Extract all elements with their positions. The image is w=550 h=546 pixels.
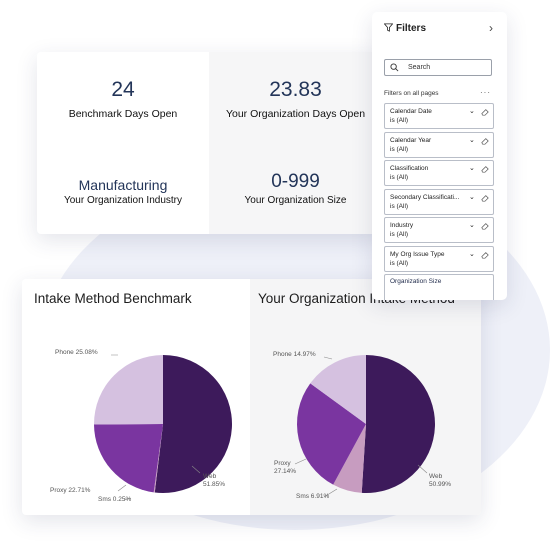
filter-name: Classification — [390, 165, 429, 173]
filter-name: Organization Size — [390, 278, 442, 285]
eraser-icon[interactable] — [481, 108, 489, 118]
pie-slice-proxy[interactable] — [94, 424, 163, 493]
leader-line — [123, 497, 132, 501]
chevron-down-icon[interactable]: ⌄ — [469, 108, 475, 115]
data-label-sms: Sms 6.91% — [296, 493, 329, 500]
kpi-label: Benchmark Days Open — [68, 108, 178, 120]
chevron-down-icon[interactable]: ⌄ — [469, 222, 475, 230]
filter-name: Secondary Classificati... — [390, 193, 460, 201]
pie-slice-proxy[interactable] — [297, 383, 366, 485]
chevron-down-icon[interactable]: ⌄ — [469, 193, 475, 201]
filter-state: is (All) — [390, 260, 409, 267]
leader-line — [294, 458, 307, 465]
kpi-org-days-open: 23.83 Your Organization Days Open — [209, 52, 382, 143]
eraser-icon[interactable] — [481, 165, 489, 175]
filter-card[interactable]: Classification is (All) ⌄ — [384, 160, 494, 187]
data-label-phone: Phone 25.08% — [55, 349, 98, 356]
filter-state: is (All) — [390, 174, 409, 182]
filters-pane: Filters › Search Filters on all pages ··… — [372, 12, 507, 300]
pie-slice-web[interactable] — [361, 355, 435, 493]
filter-state: is (All) — [390, 202, 409, 210]
filter-card[interactable]: Calendar Year is (All) ⌄ — [384, 131, 494, 158]
leader-line — [191, 465, 201, 474]
pie-slice-phone[interactable] — [310, 355, 366, 424]
collapse-chevron-icon[interactable]: › — [489, 21, 493, 35]
kpi-card: 24 Benchmark Days Open 23.83 Your Organi… — [37, 52, 382, 234]
leader-line — [417, 464, 428, 474]
kpi-label: Your Organization Industry — [63, 195, 183, 206]
filter-card[interactable]: My Org Issue Type is (All) ⌄ — [384, 246, 494, 272]
data-label-phone: Phone 14.97% — [273, 351, 316, 358]
kpi-value: 0-999 — [271, 171, 320, 192]
data-label-proxy: Proxy 22.71% — [50, 487, 91, 494]
filters-header: Filters — [383, 23, 427, 34]
search-placeholder: Search — [408, 64, 431, 71]
data-label-web: Web 50.99% — [429, 473, 451, 488]
kpi-value: 23.83 — [269, 78, 322, 101]
filter-state: is (All) — [390, 145, 409, 153]
filter-name: My Org Issue Type — [390, 251, 445, 258]
chevron-down-icon[interactable]: ⌄ — [469, 251, 475, 258]
chevron-down-icon[interactable]: ⌄ — [469, 165, 475, 173]
kpi-value: Manufacturing — [78, 177, 168, 193]
chevron-down-icon[interactable]: ⌄ — [469, 136, 475, 144]
chart-title-benchmark: Intake Method Benchmark — [34, 291, 192, 306]
eraser-icon[interactable] — [481, 251, 489, 261]
kpi-benchmark-days-open: 24 Benchmark Days Open — [37, 52, 209, 143]
data-label-web: Web 51.85% — [203, 473, 225, 488]
filter-state: is (All) — [390, 117, 409, 124]
search-icon — [390, 63, 399, 72]
filter-card[interactable]: Industry is (All) ⌄ — [384, 217, 494, 244]
pie-slice-phone[interactable] — [94, 355, 163, 425]
leader-line — [323, 488, 338, 498]
filter-name: Calendar Date — [390, 108, 432, 115]
eraser-icon[interactable] — [481, 222, 489, 232]
filter-card[interactable]: Organization Size — [384, 274, 494, 300]
filter-name: Industry — [390, 222, 414, 230]
eraser-icon[interactable] — [481, 137, 489, 147]
filter-icon — [383, 23, 394, 32]
eraser-icon[interactable] — [481, 194, 489, 204]
filter-state: is (All) — [390, 231, 409, 239]
more-options-icon[interactable]: ··· — [480, 88, 491, 97]
filter-card[interactable]: Calendar Date is (All) ⌄ — [384, 103, 494, 129]
data-label-proxy: Proxy 27.14% — [274, 460, 296, 475]
pie-charts: Web 51.85% Sms 0.25% Proxy 22.71% Phone 25.0… — [50, 349, 451, 503]
leader-line — [323, 356, 333, 360]
data-label-sms: Sms 0.25% — [98, 496, 131, 503]
kpi-label: Your Organization Days Open — [225, 108, 366, 120]
filters-title: Filters — [396, 23, 427, 34]
pie-slice-sms[interactable] — [333, 424, 366, 493]
kpi-org-size: 0-999 Your Organization Size — [209, 143, 382, 234]
filter-name: Calendar Year — [390, 136, 432, 144]
kpi-label: Your Organization Size — [244, 195, 347, 206]
kpi-org-industry: Manufacturing Your Organization Industry — [37, 143, 209, 234]
filters-search-input[interactable]: Search — [384, 59, 492, 76]
kpi-value: 24 — [111, 78, 135, 101]
filters-subtitle: Filters on all pages — [384, 90, 439, 97]
pie-slice-sms[interactable] — [153, 424, 163, 493]
filter-card[interactable]: Secondary Classificati... is (All) ⌄ — [384, 188, 494, 215]
pie-slice-web[interactable] — [154, 355, 232, 493]
leader-line — [117, 484, 127, 492]
charts-card: Intake Method Benchmark Your Organizatio… — [22, 279, 481, 515]
